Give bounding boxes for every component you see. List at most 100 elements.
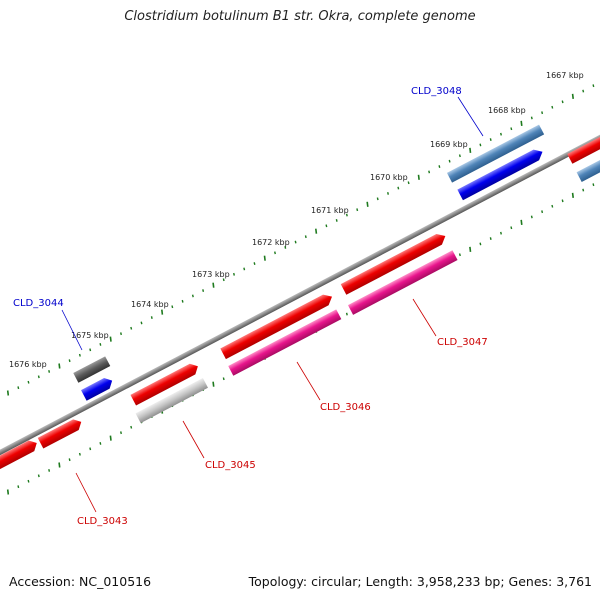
tick-label: 1673 kbp bbox=[192, 270, 230, 279]
gene-label-CLD-3046[interactable]: CLD_3046 bbox=[320, 402, 371, 413]
minor-tick bbox=[130, 326, 133, 330]
minor-tick bbox=[243, 267, 246, 271]
tick-label: 1671 kbp bbox=[311, 206, 349, 215]
minor-tick bbox=[89, 348, 92, 352]
leader-line-CLD-3048 bbox=[457, 96, 484, 137]
leader-line-CLD-3043 bbox=[75, 472, 97, 513]
minor-tick bbox=[68, 458, 71, 462]
gene-CLD-3044-dark[interactable] bbox=[73, 356, 111, 383]
minor-tick bbox=[181, 299, 184, 303]
minor-tick bbox=[582, 89, 585, 93]
tick-label: 1674 kbp bbox=[131, 300, 169, 309]
minor-tick bbox=[356, 208, 359, 212]
major-tick bbox=[58, 363, 61, 369]
leader-line-CLD-3046 bbox=[296, 361, 321, 401]
gene-CLD-3047-pink[interactable] bbox=[347, 250, 458, 315]
minor-tick bbox=[27, 380, 30, 384]
gene-label-CLD-3048[interactable]: CLD_3048 bbox=[411, 86, 462, 97]
minor-tick bbox=[530, 116, 533, 120]
minor-tick bbox=[541, 210, 544, 214]
minor-tick bbox=[448, 159, 451, 163]
minor-tick bbox=[120, 332, 122, 336]
major-tick bbox=[366, 201, 369, 207]
minor-tick bbox=[191, 294, 194, 298]
major-tick bbox=[109, 336, 112, 342]
major-tick bbox=[469, 147, 472, 153]
minor-tick bbox=[397, 186, 400, 190]
minor-tick bbox=[233, 272, 235, 276]
gene-CLD-3048-blue[interactable] bbox=[457, 146, 545, 201]
minor-tick bbox=[17, 485, 20, 489]
major-tick bbox=[520, 219, 523, 225]
major-tick bbox=[6, 489, 10, 495]
gene-right-edge[interactable] bbox=[567, 130, 600, 164]
minor-tick bbox=[37, 474, 40, 478]
gene-label-CLD-3044[interactable]: CLD_3044 bbox=[13, 298, 64, 309]
gene-CLD-3045-gray[interactable] bbox=[135, 378, 208, 424]
minor-tick bbox=[89, 447, 92, 451]
minor-tick bbox=[37, 375, 40, 379]
gene-CLD-3046-pink[interactable] bbox=[228, 309, 342, 376]
tick-labels: 1667 kbp 1668 kbp 1669 kbp 1670 kbp 1671… bbox=[9, 71, 584, 369]
minor-tick bbox=[428, 170, 431, 174]
genome-backbone bbox=[0, 126, 600, 466]
minor-tick bbox=[592, 84, 595, 88]
major-tick bbox=[212, 381, 215, 387]
gene-CLD-3048-steel[interactable] bbox=[446, 124, 545, 183]
gene-label-CLD-3047[interactable]: CLD_3047 bbox=[437, 337, 488, 348]
minor-tick bbox=[78, 452, 81, 456]
minor-tick bbox=[99, 343, 102, 346]
label-leader-lines bbox=[61, 96, 484, 513]
minor-tick bbox=[222, 377, 225, 381]
minor-tick bbox=[345, 213, 348, 217]
minor-tick bbox=[274, 251, 276, 255]
tick-label: 1670 kbp bbox=[370, 173, 408, 182]
minor-tick bbox=[130, 425, 133, 429]
gene-CLD-3043-red-b[interactable] bbox=[0, 438, 40, 477]
minor-tick bbox=[489, 237, 492, 240]
gene-labels: CLD_3048 CLD_3044 CLD_3047 CLD_3046 CLD_… bbox=[13, 86, 488, 527]
major-tick bbox=[571, 192, 574, 198]
tick-label: 1668 kbp bbox=[488, 106, 526, 115]
minor-tick bbox=[479, 143, 482, 147]
gene-CLD-3044-blue[interactable] bbox=[81, 375, 115, 401]
gene-features bbox=[0, 124, 600, 477]
minor-tick bbox=[561, 199, 564, 203]
minor-tick bbox=[479, 242, 482, 246]
minor-tick bbox=[592, 183, 595, 187]
major-tick bbox=[109, 435, 112, 441]
minor-tick bbox=[294, 240, 297, 244]
map-title: Clostridium botulinum B1 str. Okra, comp… bbox=[124, 9, 476, 24]
minor-tick bbox=[489, 138, 492, 141]
minor-tick bbox=[48, 370, 51, 373]
minor-tick bbox=[561, 100, 564, 104]
leader-line-CLD-3047 bbox=[412, 298, 437, 337]
gene-CLD-3047-red[interactable] bbox=[340, 231, 448, 295]
minor-tick bbox=[140, 321, 143, 325]
major-tick bbox=[520, 120, 523, 126]
minor-tick bbox=[335, 219, 338, 222]
minor-tick bbox=[500, 231, 502, 235]
minor-tick bbox=[376, 197, 379, 201]
minor-tick bbox=[510, 127, 513, 131]
minor-tick bbox=[541, 111, 544, 115]
minor-tick bbox=[99, 442, 102, 445]
minor-tick bbox=[304, 235, 307, 239]
outer-tick-track bbox=[6, 84, 595, 396]
minor-tick bbox=[48, 469, 51, 472]
minor-tick bbox=[458, 154, 461, 158]
gene-right-edge-steel[interactable] bbox=[576, 153, 600, 183]
major-tick bbox=[315, 228, 318, 234]
gene-CLD-3043-red-a[interactable] bbox=[37, 417, 84, 449]
gene-label-CLD-3045[interactable]: CLD_3045 bbox=[205, 460, 256, 471]
gene-CLD-3046-red[interactable] bbox=[220, 291, 334, 360]
minor-tick bbox=[171, 305, 174, 309]
minor-tick bbox=[284, 246, 287, 249]
major-tick bbox=[417, 174, 420, 180]
minor-tick bbox=[345, 312, 348, 316]
gene-label-CLD-3043[interactable]: CLD_3043 bbox=[77, 516, 128, 527]
leader-line-CLD-3044 bbox=[61, 309, 83, 351]
gene-CLD-3045-red[interactable] bbox=[130, 361, 200, 406]
major-tick bbox=[6, 390, 10, 396]
